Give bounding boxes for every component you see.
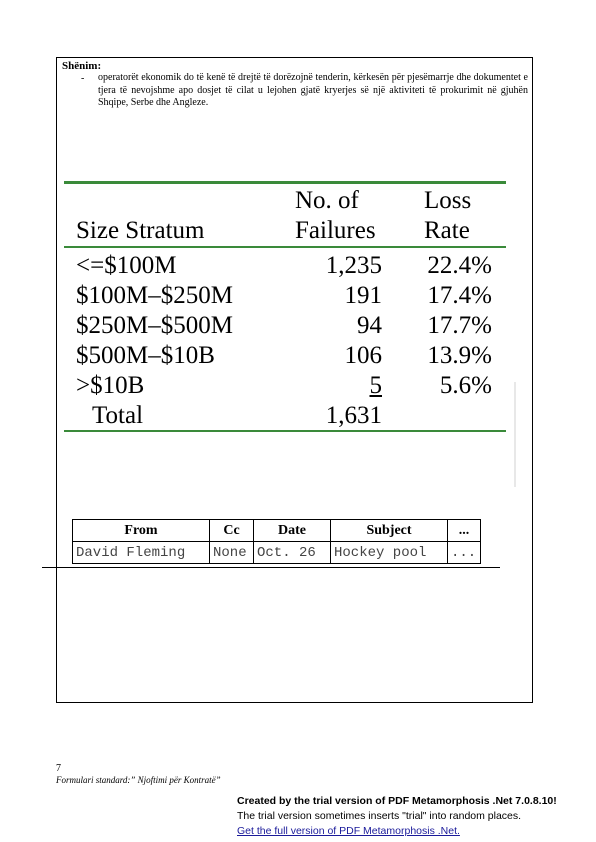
header-size-stratum: Size Stratum — [76, 217, 205, 244]
header-loss-line2: Rate — [424, 217, 470, 244]
row-failures: 94 — [357, 312, 382, 339]
note-text: operatorët ekonomik do të kenë të drejtë… — [98, 72, 528, 108]
header-failures-line2: Failures — [295, 217, 376, 244]
row-failures: 191 — [344, 282, 383, 309]
row-failures: 1,235 — [325, 252, 382, 279]
table-bottom-rule — [64, 430, 506, 432]
mail-subject: Hockey pool — [330, 541, 448, 564]
row-loss-rate: 17.4% — [427, 282, 492, 309]
row-stratum: $100M–$250M — [76, 282, 233, 309]
trial-notice: Created by the trial version of PDF Meta… — [237, 794, 557, 839]
content-frame — [56, 57, 533, 703]
mail-divider — [42, 567, 500, 568]
row-failures: 5 — [369, 372, 383, 399]
mail-header-cc: Cc — [209, 519, 254, 542]
mail-from: David Fleming — [72, 541, 210, 564]
row-loss-rate: 17.7% — [427, 312, 492, 339]
row-loss-rate: 5.6% — [439, 372, 492, 399]
total-label: Total — [92, 402, 144, 429]
row-stratum: $500M–$10B — [76, 342, 215, 369]
mail-table: From Cc Date Subject ... David Fleming N… — [72, 519, 481, 564]
row-stratum: >$10B — [76, 372, 145, 399]
table-header-rule — [64, 246, 506, 248]
mail-header-subject: Subject — [330, 519, 448, 542]
trial-notice-text: The trial version sometimes inserts "tri… — [237, 810, 522, 822]
mail-row: David Fleming None Oct. 26 Hockey pool .… — [72, 541, 481, 564]
mail-header-date: Date — [253, 519, 331, 542]
header-loss-line1: Loss — [424, 187, 472, 214]
row-loss-rate: 13.9% — [427, 342, 492, 369]
full-version-link[interactable]: Get the full version of PDF Metamorphosi… — [237, 825, 460, 837]
mail-date: Oct. 26 — [253, 541, 331, 564]
table-top-rule — [64, 181, 506, 184]
row-failures: 106 — [344, 342, 383, 369]
form-label: Formulari standard:” Njoftimi për Kontra… — [56, 775, 221, 785]
mail-cc: None — [209, 541, 254, 564]
mail-header-more: ... — [447, 519, 481, 542]
mail-header-from: From — [72, 519, 210, 542]
note-title: Shënim: — [62, 60, 102, 72]
mail-more: ... — [447, 541, 481, 564]
row-loss-rate: 22.4% — [427, 252, 492, 279]
row-stratum: $250M–$500M — [76, 312, 233, 339]
note-bullet: - — [81, 73, 85, 84]
trial-notice-title: Created by the trial version of PDF Meta… — [237, 795, 557, 807]
mail-header-row: From Cc Date Subject ... — [72, 519, 481, 542]
page-number: 7 — [56, 763, 61, 774]
scan-artifact-line — [514, 382, 516, 487]
total-failures: 1,631 — [325, 402, 382, 429]
header-failures-line1: No. of — [295, 187, 359, 214]
row-stratum: <=$100M — [76, 252, 177, 279]
